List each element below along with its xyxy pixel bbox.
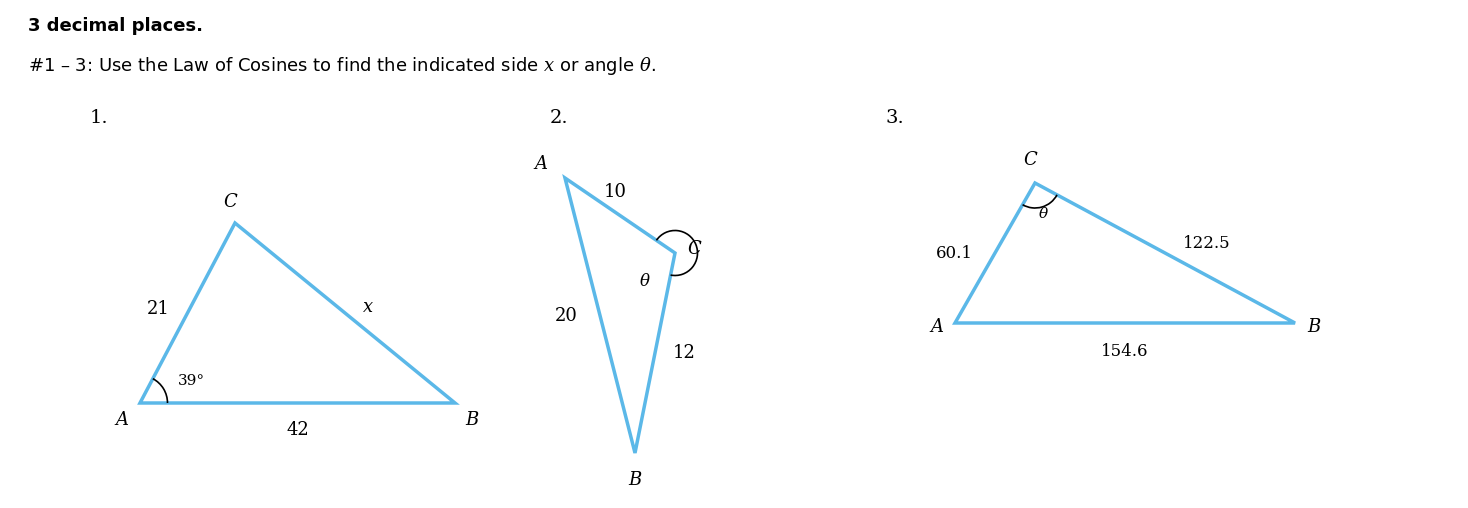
Text: 122.5: 122.5 <box>1183 235 1230 251</box>
Text: C: C <box>1023 151 1036 169</box>
Text: A: A <box>534 155 548 173</box>
Text: 1.: 1. <box>90 109 109 127</box>
Text: 3.: 3. <box>885 109 904 127</box>
Text: θ: θ <box>1039 207 1048 221</box>
Text: B: B <box>1307 318 1320 336</box>
Text: 154.6: 154.6 <box>1101 343 1149 360</box>
Text: θ: θ <box>640 272 650 290</box>
Text: 60.1: 60.1 <box>937 244 973 262</box>
Text: 12: 12 <box>672 344 696 362</box>
Text: 20: 20 <box>555 306 578 325</box>
Text: C: C <box>687 240 700 258</box>
Text: A: A <box>931 318 942 336</box>
Text: #1 – 3: Use the Law of Cosines to find the indicated side $x$ or angle $\theta$.: #1 – 3: Use the Law of Cosines to find t… <box>28 55 656 77</box>
Text: 21: 21 <box>147 300 169 318</box>
Text: C: C <box>223 193 236 211</box>
Text: 3 decimal places.: 3 decimal places. <box>28 17 203 35</box>
Text: A: A <box>115 411 128 429</box>
Text: B: B <box>465 411 479 429</box>
Text: 39°: 39° <box>178 374 206 388</box>
Text: B: B <box>628 471 642 489</box>
Text: 2.: 2. <box>550 109 568 127</box>
Text: 42: 42 <box>286 421 308 439</box>
Text: 10: 10 <box>603 182 627 201</box>
Text: x: x <box>363 298 373 316</box>
